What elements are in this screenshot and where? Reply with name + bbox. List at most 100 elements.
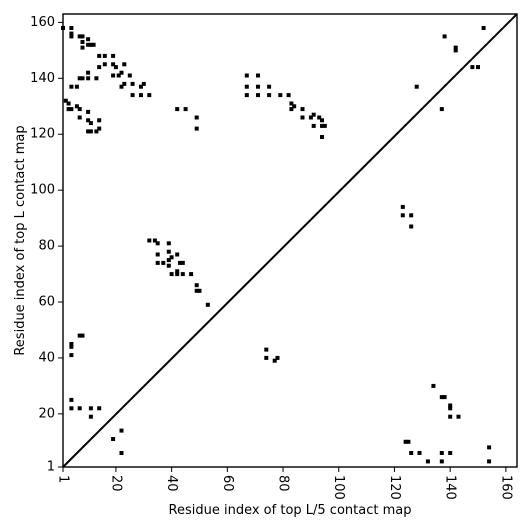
contact-point [256,73,260,78]
contact-point [487,459,492,464]
contact-point [448,403,453,408]
contact-point [320,135,324,139]
contact-point [169,255,174,260]
contact-point [139,84,143,89]
contact-point [417,451,422,455]
x-tick-label: 80 [276,475,291,492]
contact-point [97,406,102,411]
contact-point [147,238,152,243]
contact-point [80,333,85,338]
contact-point [400,204,405,209]
contact-point [166,263,171,268]
contact-point [63,98,68,103]
contact-point [91,42,96,47]
contact-point [69,107,74,112]
contact-point [205,302,210,307]
contact-point [442,395,447,400]
x-axis: 1 20 40 60 80 100 120 140 160 [56,467,513,500]
contact-point [111,62,116,67]
contact-point [166,258,171,263]
contact-point [130,81,135,86]
contact-point [175,272,180,277]
contact-point [175,107,180,112]
y-tick-label: 140 [30,71,55,86]
contact-point [69,84,74,89]
contact-point [77,76,82,81]
contact-point [197,288,202,293]
y-tick-label: 80 [38,239,55,254]
contact-point [178,260,182,265]
contact-point [116,73,121,78]
contact-point [453,45,458,50]
contact-point [286,93,291,98]
contact-point [88,121,93,126]
contact-point [69,342,74,346]
x-tick-label: 60 [220,475,235,492]
contact-point [189,272,194,277]
x-tick-label: 120 [387,475,402,500]
contact-point [86,70,91,75]
contact-point [289,107,294,112]
contact-point [119,451,124,455]
contact-point [292,104,297,109]
y-tick-label: 120 [30,127,55,142]
contact-point [77,333,82,338]
x-tick-label: 140 [443,475,458,500]
contact-point [66,101,71,106]
contact-point [267,93,272,98]
y-axis-title: Residue index of top L contact map [13,125,28,355]
contact-point [439,395,444,400]
contact-point [183,107,188,112]
x-tick-label: 40 [164,475,179,492]
contact-point [448,406,453,411]
contact-point [476,65,480,70]
x-axis-title: Residue index of top L/5 contact map [169,503,412,518]
contact-point [166,249,171,254]
contact-point [74,84,79,89]
contact-point [425,459,430,464]
x-tick-label: 100 [331,475,346,500]
contact-point [77,406,82,411]
contact-point [409,224,414,229]
contact-point [86,118,91,123]
contact-point [308,115,313,120]
contact-point [122,81,127,86]
contact-point [175,269,180,274]
contact-point [113,65,118,70]
contact-point [442,34,447,39]
contact-point [97,65,102,70]
contact-point [97,53,102,58]
contact-point [147,93,152,98]
contact-point [448,414,453,419]
series-top-L5 [264,204,492,464]
contact-point [300,115,305,120]
contact-point [320,123,324,128]
diagonal-line [62,13,518,468]
contact-point [320,118,324,123]
contact-point [439,451,444,455]
y-tick-label: 160 [30,15,55,30]
y-tick-label: 100 [30,183,55,198]
plot-area [61,13,518,468]
contact-point [256,93,260,98]
contact-point [69,406,74,411]
contact-point [481,26,486,30]
contact-point [152,238,157,243]
contact-point [69,397,74,402]
contact-point [311,112,316,117]
contact-point [94,129,99,134]
contact-point [264,355,269,360]
contact-point [256,84,260,89]
contact-point [86,42,91,47]
contact-point [97,118,102,123]
contact-point [414,84,419,89]
contact-point [278,93,283,98]
contact-point [322,123,327,128]
contact-point [267,84,272,89]
contact-point [102,62,107,67]
contact-point [272,358,277,363]
contact-point [88,129,93,134]
contact-point [119,428,124,433]
